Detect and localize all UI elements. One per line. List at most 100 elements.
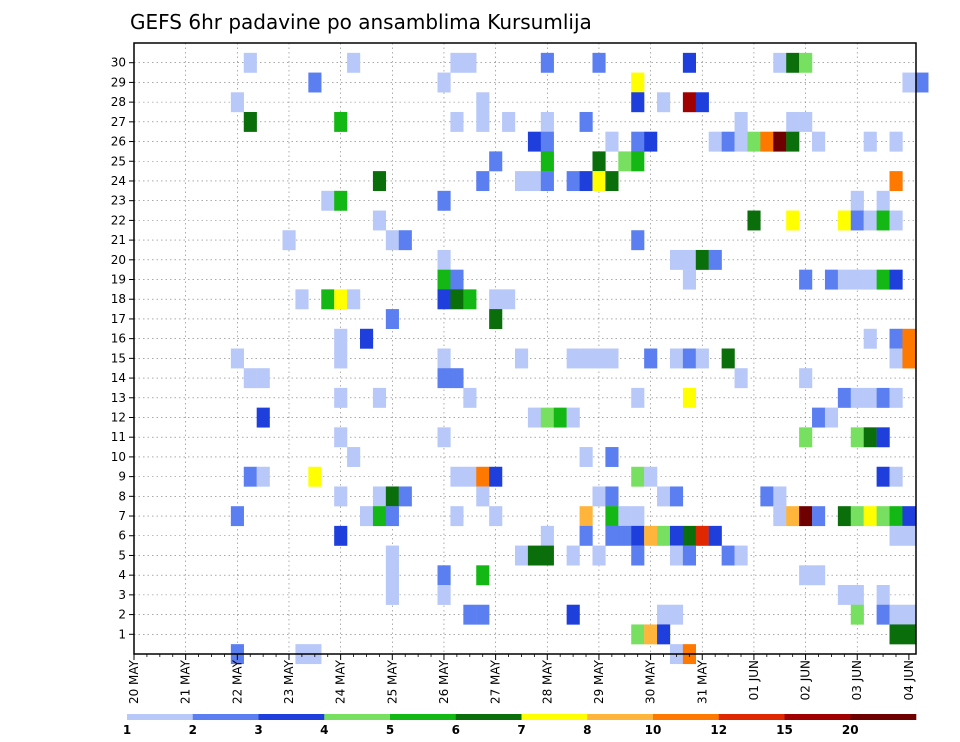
precip-cell bbox=[489, 506, 503, 527]
precip-cell bbox=[876, 466, 890, 487]
precip-cell bbox=[360, 328, 374, 349]
precip-cell bbox=[837, 387, 851, 408]
y-tick-label: 30 bbox=[111, 56, 126, 70]
precip-cell bbox=[876, 210, 890, 231]
y-tick-label: 23 bbox=[111, 194, 126, 208]
precip-cell bbox=[850, 506, 864, 527]
precip-cell bbox=[837, 210, 851, 231]
precip-cell bbox=[889, 328, 903, 349]
y-tick-label: 20 bbox=[111, 253, 126, 267]
y-tick-label: 21 bbox=[111, 233, 126, 247]
colorbar-label: 4 bbox=[320, 723, 328, 737]
precip-cell bbox=[760, 131, 774, 152]
precip-cell bbox=[657, 486, 671, 507]
x-tick-label: 29 MAY bbox=[592, 659, 606, 704]
precip-cell bbox=[631, 624, 645, 645]
precip-cell bbox=[527, 171, 542, 192]
precip-cell bbox=[527, 131, 542, 152]
precip-cell bbox=[721, 348, 735, 369]
y-tick-label: 3 bbox=[118, 588, 126, 602]
precip-cell bbox=[721, 545, 735, 566]
precip-cell bbox=[566, 348, 580, 369]
precip-cell bbox=[657, 92, 671, 113]
x-tick-label: 30 MAY bbox=[644, 659, 658, 704]
precip-cell bbox=[514, 545, 529, 566]
x-tick-label: 01 JUN bbox=[747, 660, 761, 700]
precip-cell bbox=[334, 525, 348, 546]
precip-cell bbox=[760, 486, 774, 507]
precip-cell bbox=[566, 604, 580, 625]
precip-cell bbox=[450, 368, 464, 389]
colorbar-swatch bbox=[192, 714, 259, 720]
precip-cell bbox=[682, 52, 697, 73]
precip-cell bbox=[385, 506, 399, 527]
precip-cell bbox=[876, 427, 890, 448]
precip-cell bbox=[437, 585, 451, 605]
x-tick-label: 26 MAY bbox=[437, 659, 451, 704]
x-tick-label: 21 MAY bbox=[179, 659, 193, 704]
precip-cell bbox=[450, 111, 464, 132]
colorbar-label: 15 bbox=[776, 723, 793, 737]
y-tick-label: 5 bbox=[118, 548, 126, 562]
precip-cell bbox=[605, 447, 619, 467]
precip-cell bbox=[334, 427, 348, 448]
precip-cell bbox=[476, 466, 490, 487]
precip-cell bbox=[695, 249, 709, 270]
precip-cell bbox=[682, 525, 697, 546]
precip-cell bbox=[230, 92, 244, 113]
precip-cell bbox=[243, 111, 257, 132]
precip-cell bbox=[502, 111, 516, 132]
precip-cell bbox=[385, 230, 399, 251]
precip-cell bbox=[540, 171, 554, 192]
precip-cell bbox=[631, 92, 645, 113]
precip-cell bbox=[657, 604, 671, 625]
precip-cell bbox=[295, 289, 309, 310]
cells-layer bbox=[230, 52, 929, 665]
precip-cell bbox=[837, 585, 851, 605]
colorbar-label: 8 bbox=[583, 723, 591, 737]
precip-cell bbox=[669, 545, 684, 566]
precip-cell bbox=[347, 289, 361, 310]
precip-cell bbox=[682, 387, 697, 408]
x-tick-label: 24 MAY bbox=[334, 659, 348, 704]
colorbar-label: 10 bbox=[645, 723, 662, 737]
precip-cell bbox=[450, 269, 464, 290]
precip-cell bbox=[463, 387, 477, 408]
precip-cell bbox=[618, 525, 632, 546]
precip-cell bbox=[540, 111, 554, 132]
precip-cell bbox=[876, 585, 890, 605]
precip-cell bbox=[799, 565, 813, 586]
precip-cell bbox=[631, 151, 645, 172]
precip-cell bbox=[489, 151, 503, 172]
precip-cell bbox=[644, 466, 658, 487]
chart-title: GEFS 6hr padavine po ansamblima Kursumli… bbox=[130, 10, 592, 34]
precip-cell bbox=[437, 289, 451, 310]
precip-cell bbox=[308, 72, 322, 93]
x-tick-label: 27 MAY bbox=[489, 659, 503, 704]
colorbar-label: 12 bbox=[710, 723, 727, 737]
precip-cell bbox=[256, 466, 270, 487]
precip-cell bbox=[734, 545, 748, 566]
y-tick-label: 4 bbox=[118, 568, 126, 582]
precip-cell bbox=[889, 525, 903, 546]
precip-cell bbox=[334, 387, 348, 408]
precip-cell bbox=[618, 151, 632, 172]
precip-cell bbox=[682, 92, 697, 113]
precip-cell bbox=[592, 486, 606, 507]
precip-cell bbox=[372, 171, 387, 192]
precip-cell bbox=[786, 52, 800, 73]
precip-cell bbox=[902, 604, 916, 625]
precip-cell bbox=[476, 171, 490, 192]
precip-cell bbox=[669, 525, 684, 546]
precip-cell bbox=[566, 545, 580, 566]
precip-cell bbox=[463, 289, 477, 310]
colorbar-swatch bbox=[455, 714, 522, 720]
precip-cell bbox=[863, 427, 877, 448]
precip-cell bbox=[876, 269, 890, 290]
precip-cell bbox=[605, 525, 619, 546]
precip-cell bbox=[889, 387, 903, 408]
plot-frame bbox=[133, 42, 917, 655]
precip-cell bbox=[489, 309, 503, 329]
precip-cell bbox=[347, 52, 361, 73]
precip-cell bbox=[824, 269, 839, 290]
